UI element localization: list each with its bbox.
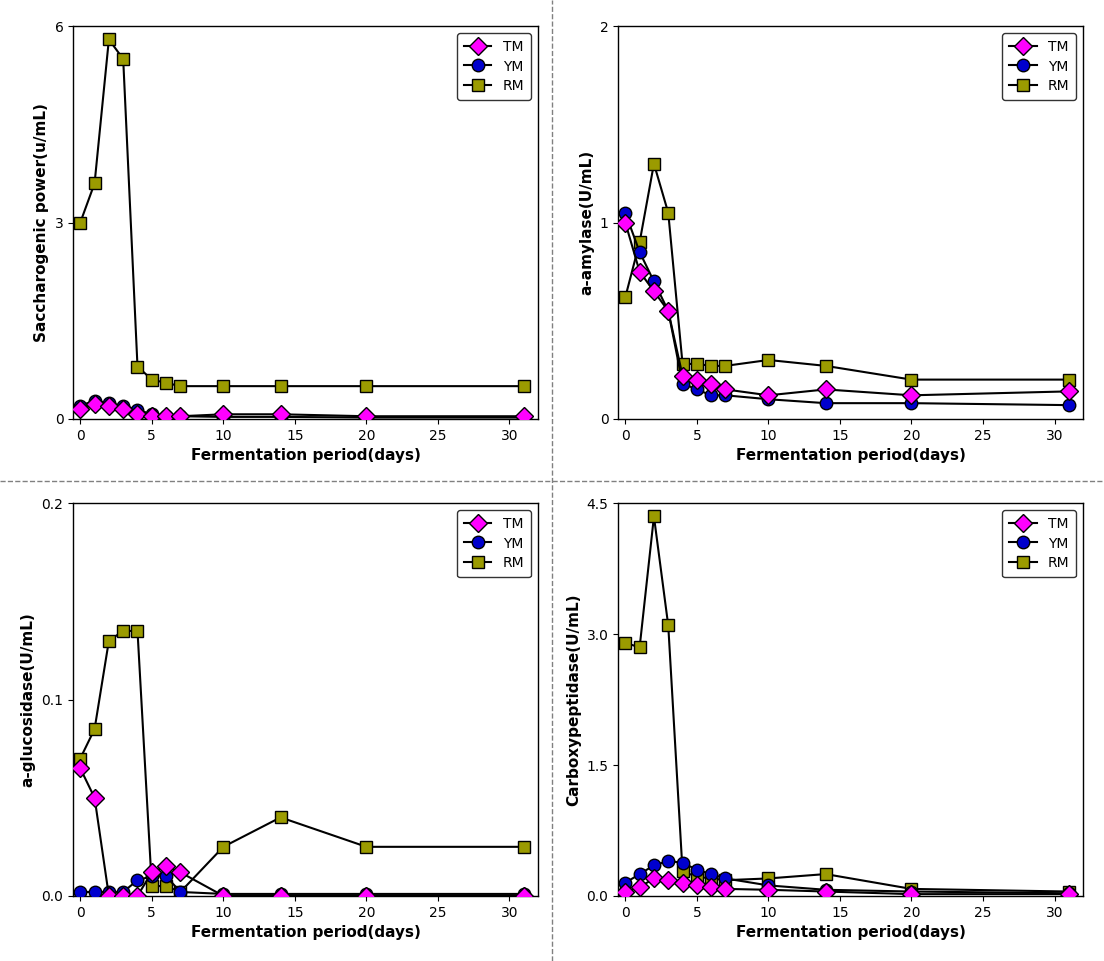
- Y-axis label: Saccharogenic power(u/mL): Saccharogenic power(u/mL): [34, 103, 49, 342]
- X-axis label: Fermentation period(days): Fermentation period(days): [735, 925, 966, 940]
- X-axis label: Fermentation period(days): Fermentation period(days): [191, 925, 421, 940]
- Y-axis label: a-amylase(U/mL): a-amylase(U/mL): [578, 150, 594, 295]
- Legend: TM, YM, RM: TM, YM, RM: [457, 34, 531, 100]
- X-axis label: Fermentation period(days): Fermentation period(days): [191, 448, 421, 463]
- Y-axis label: Carboxypeptidase(U/mL): Carboxypeptidase(U/mL): [566, 593, 581, 806]
- Legend: TM, YM, RM: TM, YM, RM: [457, 510, 531, 578]
- Y-axis label: a-glucosidase(U/mL): a-glucosidase(U/mL): [21, 612, 35, 787]
- Legend: TM, YM, RM: TM, YM, RM: [1001, 510, 1076, 578]
- X-axis label: Fermentation period(days): Fermentation period(days): [735, 448, 966, 463]
- Legend: TM, YM, RM: TM, YM, RM: [1001, 34, 1076, 100]
